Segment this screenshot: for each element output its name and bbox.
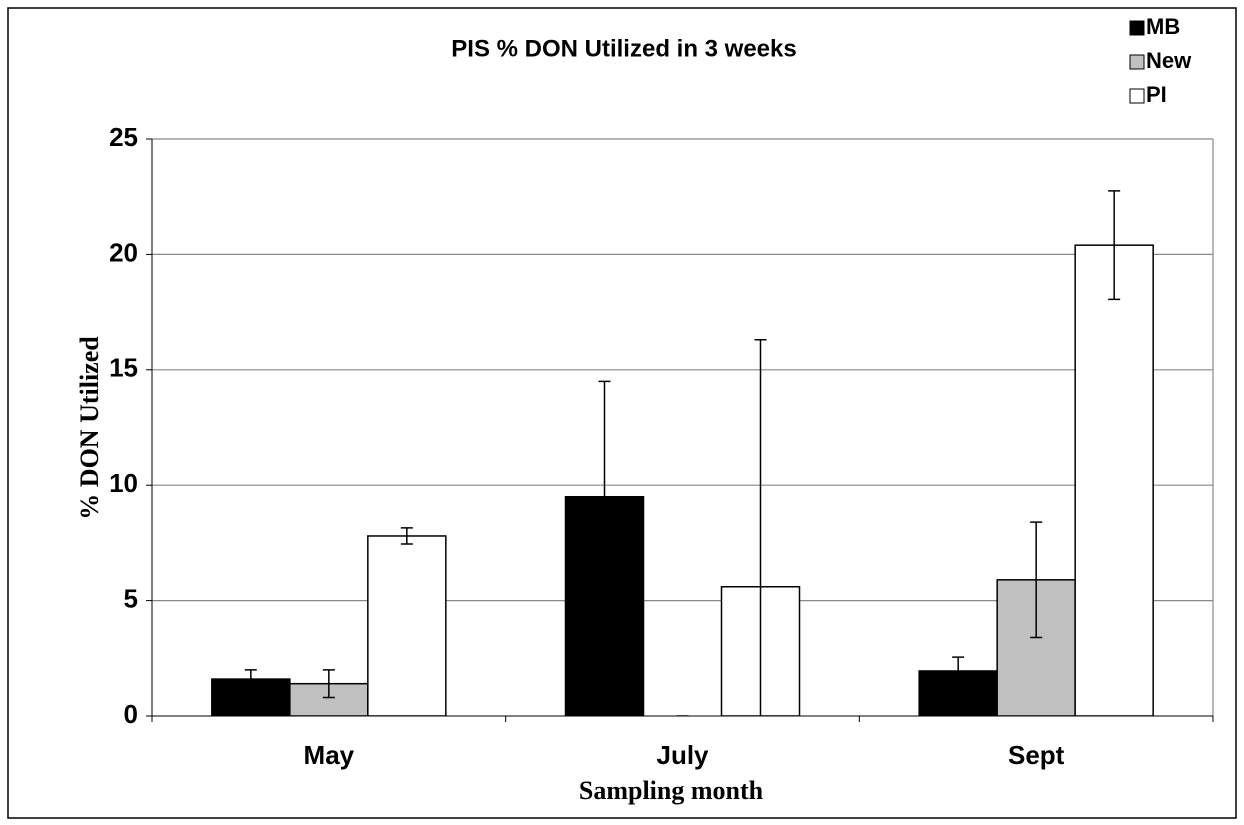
- y-tick-label: 20: [109, 237, 138, 267]
- chart-title: PIS % DON Utilized in 3 weeks: [451, 35, 796, 62]
- error-bar: [952, 656, 965, 686]
- y-tick-label: 0: [124, 699, 138, 729]
- error-bar: [754, 339, 767, 716]
- y-tick-label: 10: [109, 468, 138, 498]
- x-tick-label: May: [304, 740, 355, 770]
- y-axis-label: % DON Utilized: [75, 336, 104, 520]
- legend-swatch: [1129, 54, 1145, 70]
- legend-swatch: [1129, 88, 1145, 104]
- x-tick-label: Sept: [1008, 740, 1065, 770]
- legend-label: PI: [1146, 82, 1167, 107]
- y-tick-label: 25: [109, 122, 138, 152]
- error-bar: [400, 527, 413, 545]
- bar: [367, 535, 447, 716]
- legend-swatch: [1129, 20, 1145, 36]
- legend-label: MB: [1146, 14, 1180, 39]
- plot-area: [211, 190, 1154, 716]
- error-bar: [1108, 190, 1121, 301]
- bar: [1074, 244, 1154, 716]
- error-bar: [1030, 521, 1043, 639]
- y-tick-label: 15: [109, 353, 138, 383]
- error-bar: [244, 669, 257, 690]
- x-tick-label: July: [656, 740, 709, 770]
- error-bar: [598, 380, 611, 613]
- x-axis-label: Sampling month: [579, 776, 764, 805]
- y-tick-label: 5: [124, 583, 138, 613]
- legend-label: New: [1146, 48, 1192, 73]
- error-bar: [322, 669, 335, 699]
